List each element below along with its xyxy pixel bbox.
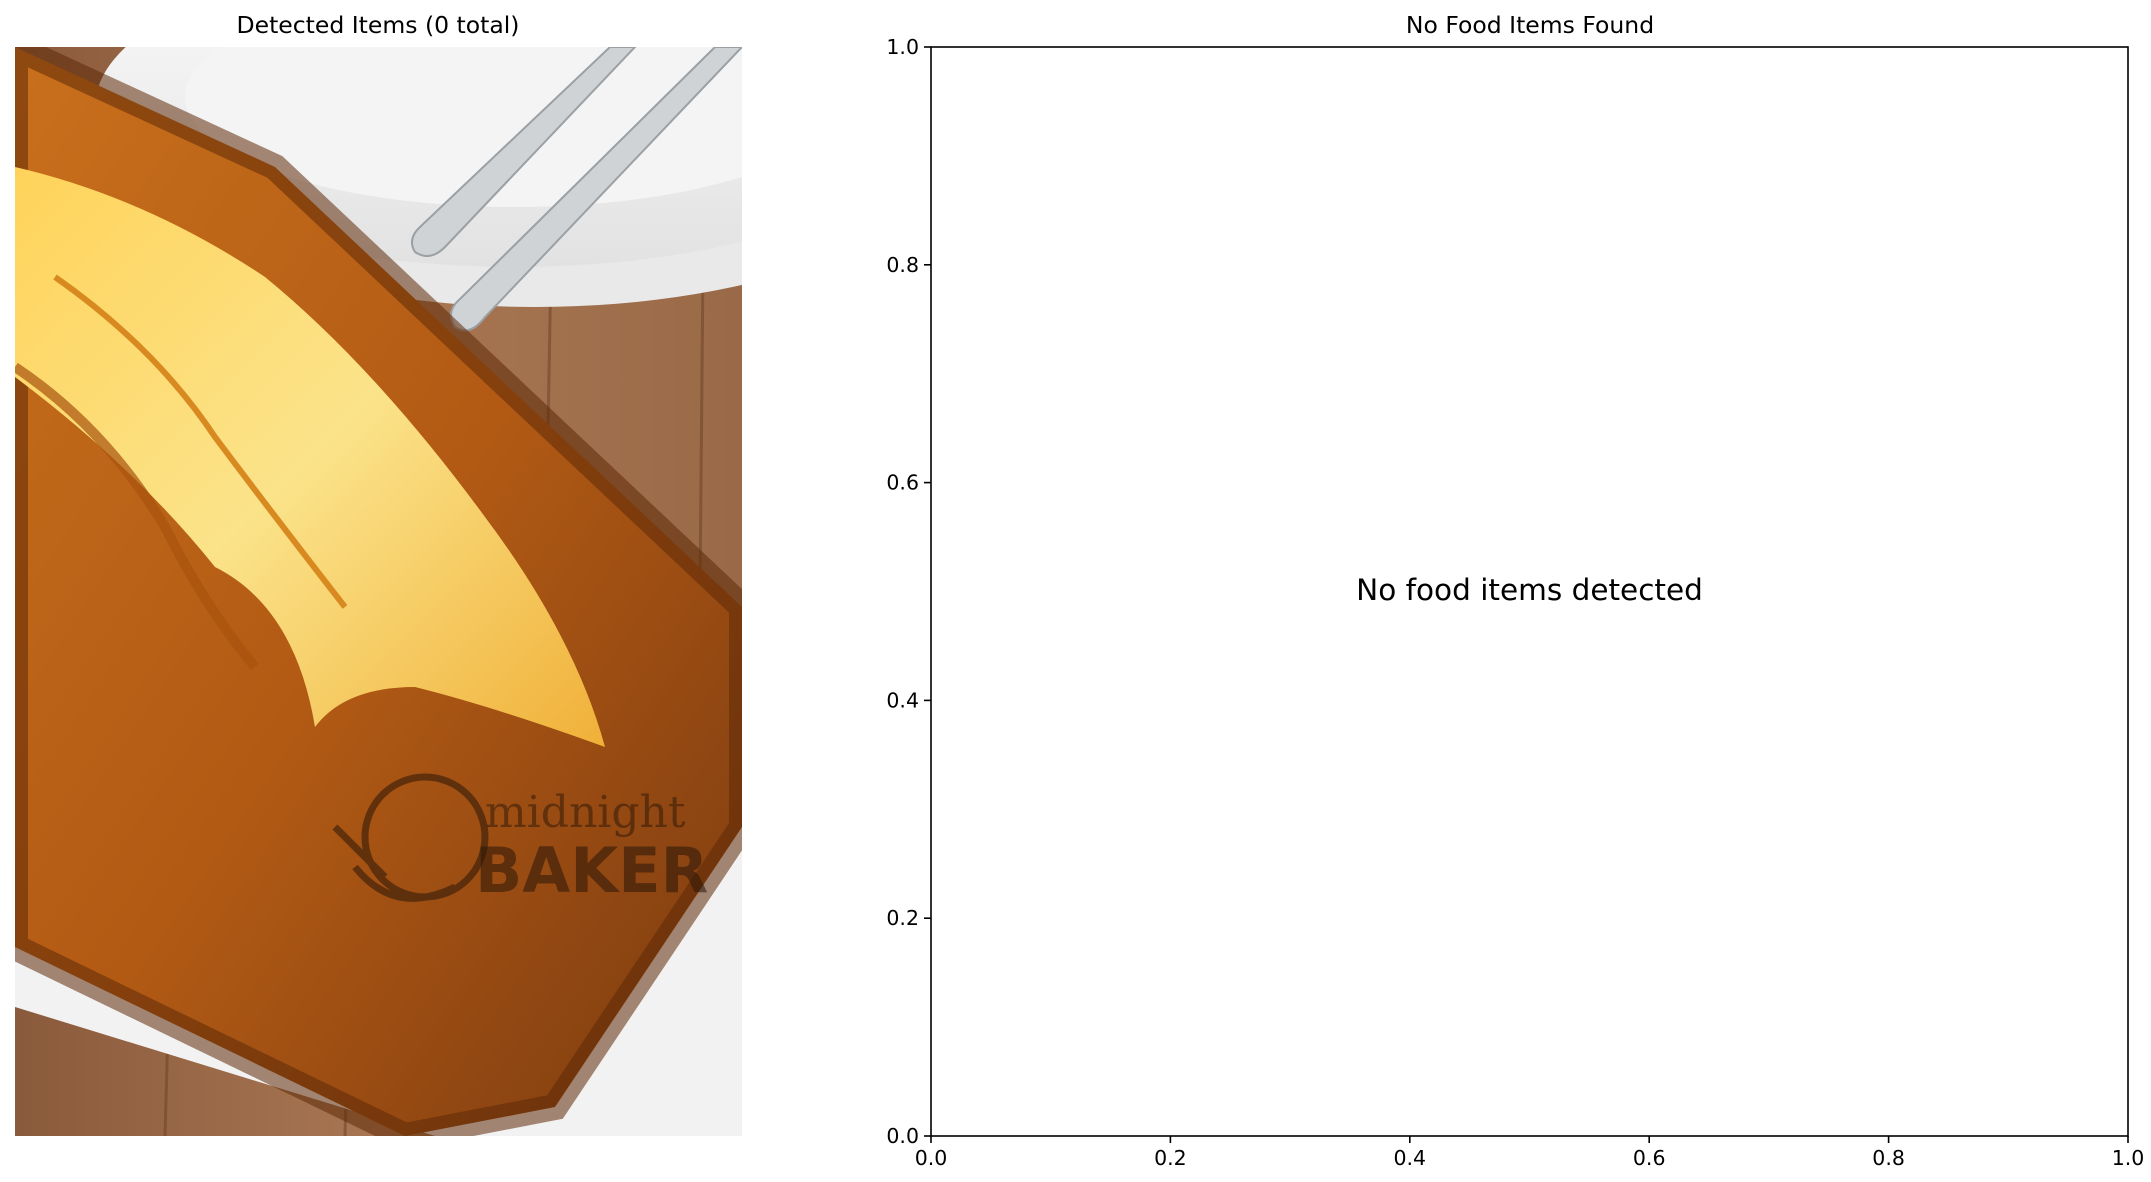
svg-text:midnight: midnight [485,787,686,838]
x-tick-label: 0.4 [1393,1146,1426,1170]
axes-frame [930,46,2129,1137]
x-tick-label: 0.2 [1154,1146,1187,1170]
y-tick-label: 0.8 [886,253,919,277]
y-tick-label: 1.0 [886,35,919,59]
y-tick-label: 0.2 [886,906,919,930]
y-tick-label: 0.4 [886,688,919,712]
svg-text:BAKER: BAKER [475,834,708,907]
annotations: No food items detected [1356,573,1703,607]
y-axis: 0.0 0.2 0.4 0.6 0.8 1.0 [886,35,931,1148]
x-tick-label: 0.0 [915,1146,948,1170]
x-tick-label: 1.0 [2112,1146,2145,1170]
chart-title: No Food Items Found [1405,11,1655,39]
x-tick-label: 0.8 [1872,1146,1905,1170]
x-tick-label: 0.6 [1633,1146,1666,1170]
empty-state-annotation: No food items detected [1356,573,1703,607]
y-tick-label: 0.0 [886,1124,919,1148]
photo-panel-title: Detected Items (0 total) [236,11,520,39]
food-photo: midnight BAKER [15,47,742,1136]
y-tick-label: 0.6 [886,471,919,495]
x-axis: 0.0 0.2 0.4 0.6 0.8 1.0 [915,1136,2145,1170]
